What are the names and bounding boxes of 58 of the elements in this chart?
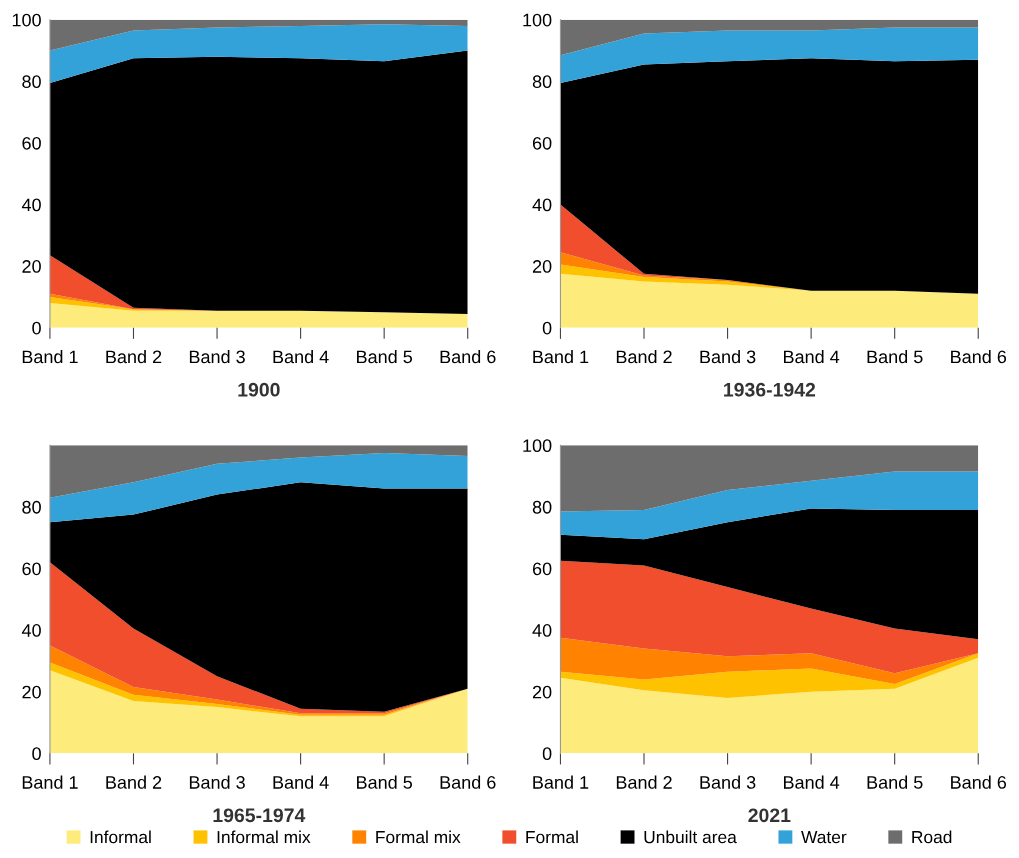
x-tick-label: Band 6	[440, 775, 496, 789]
y-tick-label: 0	[542, 321, 552, 335]
legend-label: Informal	[90, 830, 151, 844]
x-tick-label: Band 4	[783, 775, 840, 789]
x-tick-label: Band 2	[106, 775, 162, 789]
x-tick-label: Band 6	[951, 349, 1007, 364]
y-tick-label: 20	[532, 685, 552, 699]
x-tick-label: Band 5	[357, 349, 413, 364]
y-tick-label: 40	[532, 624, 552, 637]
y-tick-label: 80	[22, 75, 41, 89]
y-tick-label: 100	[523, 13, 552, 27]
y-tick-label: 100	[12, 13, 41, 27]
y-tick-label: 40	[21, 198, 41, 212]
y-tick-label: 60	[22, 136, 41, 150]
legend-label: Informal mix	[217, 830, 311, 844]
y-tick-label: 20	[22, 685, 41, 699]
x-tick-label: Band 6	[951, 775, 1007, 789]
x-tick-label: Band 5	[867, 349, 923, 364]
x-tick-label: Band 1	[22, 349, 78, 364]
legend-label: Formal	[526, 830, 578, 844]
y-tick-label: 40	[532, 198, 552, 212]
x-tick-label: Band 4	[273, 349, 329, 364]
text: 1965-1974	[213, 808, 306, 823]
x-tick-label: Band 3	[189, 349, 245, 364]
x-tick-label: Band 3	[700, 349, 756, 364]
y-tick-label: 0	[542, 747, 552, 761]
x-tick-label: Band 1	[22, 775, 78, 789]
x-tick-label: Band 2	[616, 775, 672, 789]
x-tick-label: Band 4	[783, 349, 840, 364]
y-tick-label: 80	[22, 500, 41, 514]
y-tick-label: 20	[532, 260, 552, 273]
x-tick-label: Band 3	[189, 775, 245, 789]
x-tick-label: Band 5	[357, 775, 413, 789]
y-tick-label: 60	[22, 562, 41, 576]
y-tick-label: 0	[32, 747, 41, 761]
x-tick-label: Band 1	[533, 349, 589, 364]
x-tick-label: Band 6	[440, 349, 496, 364]
y-tick-label: 0	[32, 321, 41, 335]
text: 1936-1942	[724, 382, 816, 397]
x-tick-label: Band 5	[867, 775, 923, 789]
text: 2021	[748, 808, 791, 823]
y-tick-label: 20	[22, 260, 41, 273]
text: 1900	[238, 382, 280, 397]
y-tick-label: 80	[532, 500, 552, 514]
y-tick-label: 60	[532, 562, 552, 576]
y-tick-label: 80	[532, 75, 552, 89]
x-tick-label: Band 1	[533, 775, 589, 789]
legend-label: Water	[801, 831, 847, 844]
x-tick-label: Band 2	[106, 349, 162, 364]
y-tick-label: 60	[532, 136, 552, 150]
legend-label: Unbuilt area	[644, 830, 737, 844]
y-tick-label: 40	[21, 624, 41, 637]
legend-label: Road	[912, 830, 952, 844]
x-tick-label: Band 3	[700, 775, 756, 789]
y-tick-label: 100	[523, 439, 552, 453]
x-tick-label: Band 2	[616, 349, 672, 364]
legend-label: Formal mix	[376, 830, 461, 844]
x-tick-label: Band 4	[273, 775, 329, 789]
